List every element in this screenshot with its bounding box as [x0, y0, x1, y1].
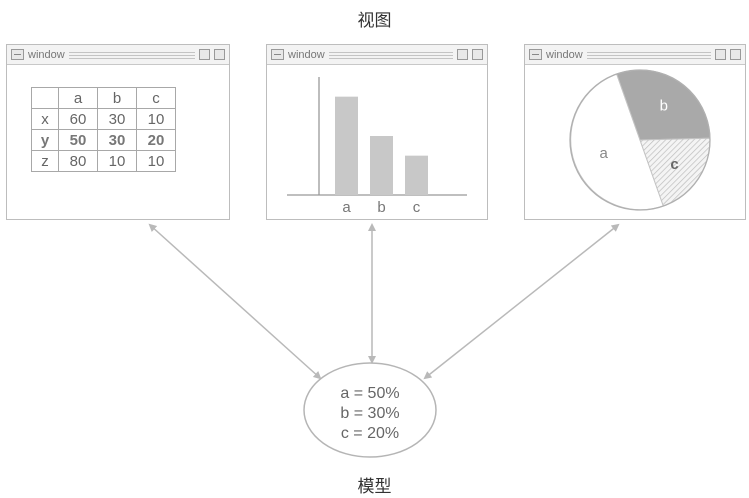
view-caption: 视图 [357, 11, 392, 31]
window-resize-icon[interactable] [730, 49, 741, 60]
table-row: z 80 10 10 [31, 150, 176, 172]
window-close-icon[interactable] [11, 49, 24, 60]
model-line-c: c = 20% [340, 425, 400, 442]
table-header-row: a b c [31, 87, 176, 109]
window-titlebar[interactable]: window [7, 45, 229, 65]
table-header-cell: c [136, 87, 176, 109]
window-title: window [546, 48, 583, 61]
table-row: x 60 30 10 [31, 108, 176, 130]
window-resize-icon[interactable] [472, 49, 483, 60]
window-minimize-icon[interactable] [457, 49, 468, 60]
titlebar-stripes [586, 50, 711, 59]
table-cell: 30 [97, 129, 137, 151]
window-title: window [28, 48, 65, 61]
table-cell: 10 [97, 150, 137, 172]
pie-chart-window: window a b c [524, 44, 746, 220]
bar-chart-window: window a b c [266, 44, 488, 220]
table-row-label: z [31, 150, 59, 172]
window-title: window [288, 48, 325, 61]
bar-a [335, 96, 358, 195]
model-ellipse [303, 362, 437, 458]
table-cell: 10 [136, 150, 176, 172]
window-resize-icon[interactable] [214, 49, 225, 60]
model-line-b: b = 30% [340, 405, 400, 422]
pie-outline [569, 69, 711, 211]
table-cell: 10 [136, 108, 176, 130]
titlebar-stripes [68, 50, 195, 59]
window-titlebar[interactable]: window [267, 45, 487, 65]
pie-slice-label: b [660, 97, 668, 114]
window-minimize-icon[interactable] [715, 49, 726, 60]
data-table: a b c x 60 30 10 y 50 30 20 z 80 10 10 [31, 87, 176, 172]
arrow-table-model [148, 223, 322, 380]
model-line-a: a = 50% [340, 385, 400, 402]
bar-b [370, 136, 393, 195]
window-close-icon[interactable] [271, 49, 284, 60]
table-view-window: window a b c x 60 30 10 y 50 30 20 [6, 44, 230, 220]
titlebar-stripes [328, 50, 453, 59]
bar-tick-label: c [413, 199, 421, 216]
bar-tick-label: a [342, 199, 351, 216]
table-cell: 80 [58, 150, 98, 172]
bar-c [405, 155, 428, 195]
window-close-icon[interactable] [529, 49, 542, 60]
bar-tick-label: b [377, 199, 385, 216]
pie-slice-label: c [670, 156, 678, 173]
arrow-pie-model [423, 223, 620, 380]
table-row: y 50 30 20 [31, 129, 176, 151]
table-cell: 30 [97, 108, 137, 130]
model-caption: 模型 [357, 477, 392, 497]
window-minimize-icon[interactable] [199, 49, 210, 60]
pie-chart: a b c [569, 69, 711, 211]
pie-slice-label: a [600, 145, 609, 162]
window-titlebar[interactable]: window [525, 45, 745, 65]
bar-chart: a b c [287, 77, 467, 216]
